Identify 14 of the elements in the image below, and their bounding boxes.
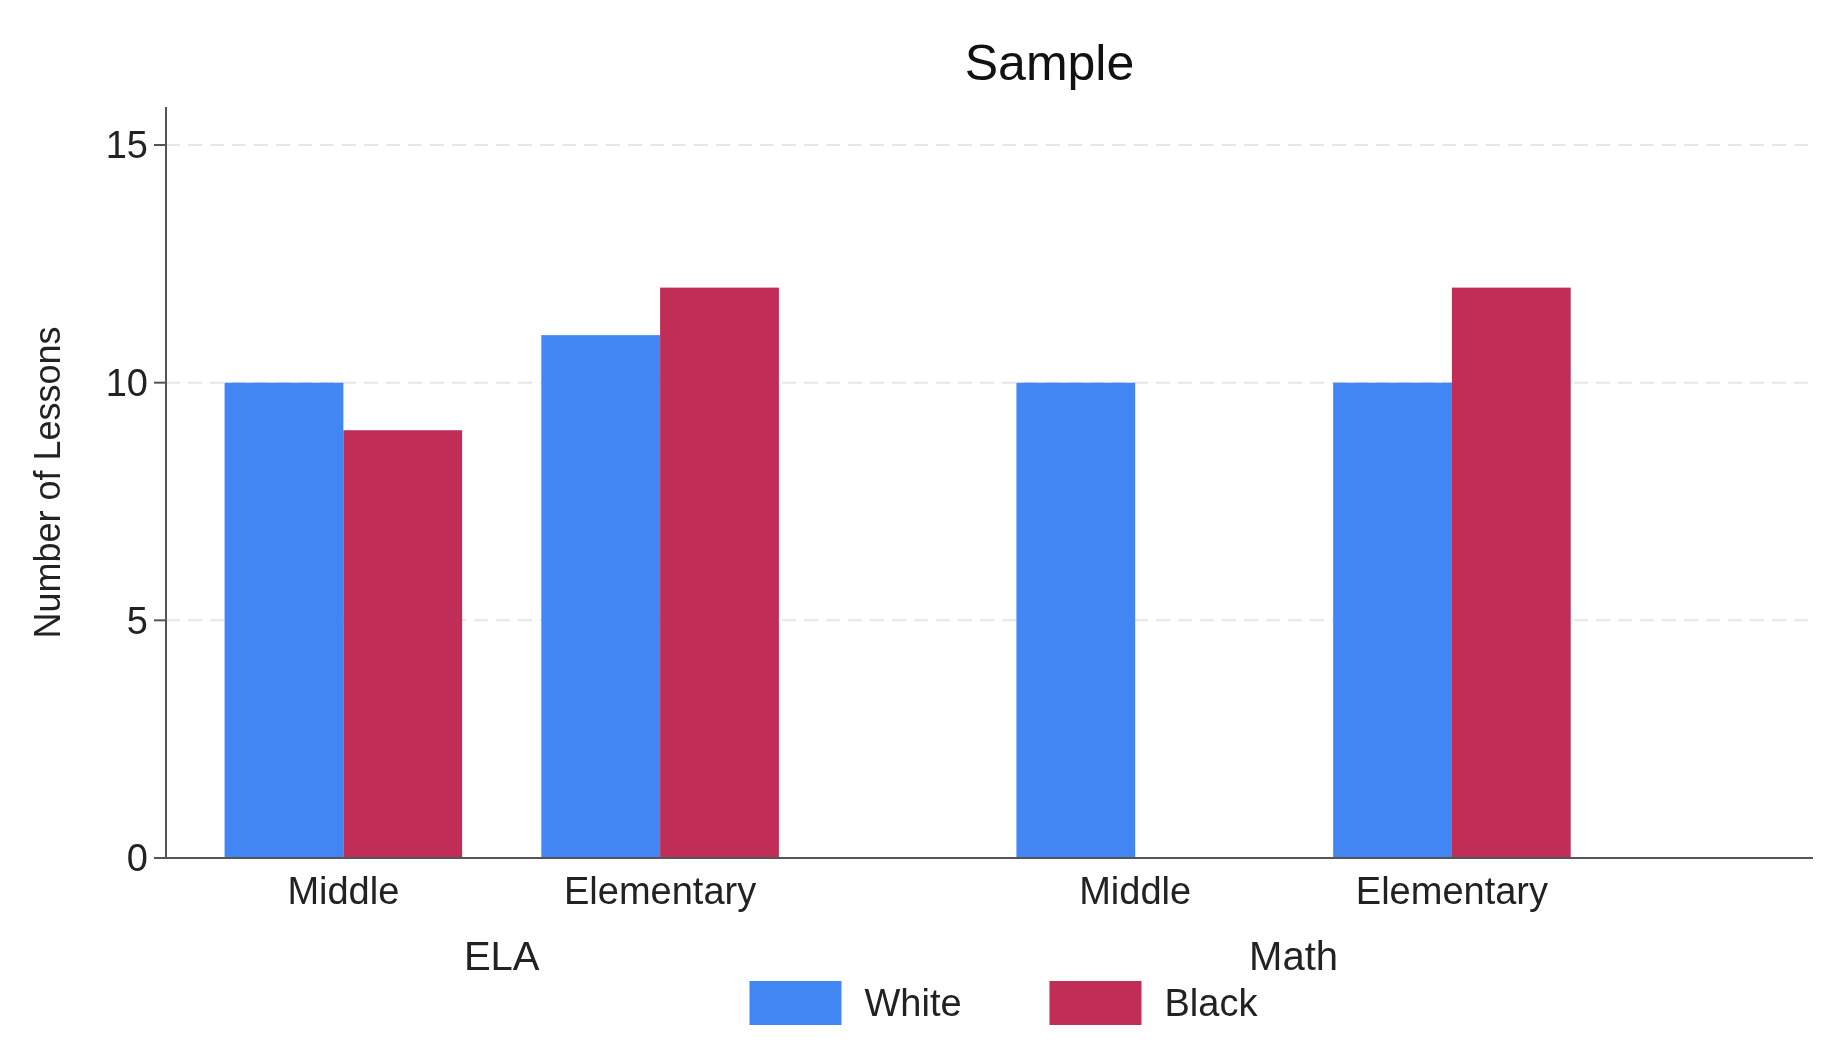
text: Math bbox=[1249, 934, 1339, 978]
x-tick-label: Elementary bbox=[564, 870, 757, 912]
text: ELA bbox=[463, 934, 540, 978]
x-tick-label: Middle bbox=[287, 870, 400, 912]
y-axis-title: Number of Lessons bbox=[27, 326, 68, 639]
y-tick-label: 15 bbox=[105, 124, 148, 167]
chart-title: Sample bbox=[964, 35, 1135, 91]
x-tick-label: Elementary bbox=[1355, 870, 1549, 912]
legend-label: Black bbox=[1164, 982, 1259, 1025]
y-tick-label: 10 bbox=[105, 361, 148, 404]
y-tick-label: 0 bbox=[126, 837, 148, 880]
y-tick-label: 5 bbox=[126, 599, 148, 642]
x-tick-label: Middle bbox=[1079, 870, 1192, 912]
legend-label: White bbox=[864, 982, 962, 1025]
